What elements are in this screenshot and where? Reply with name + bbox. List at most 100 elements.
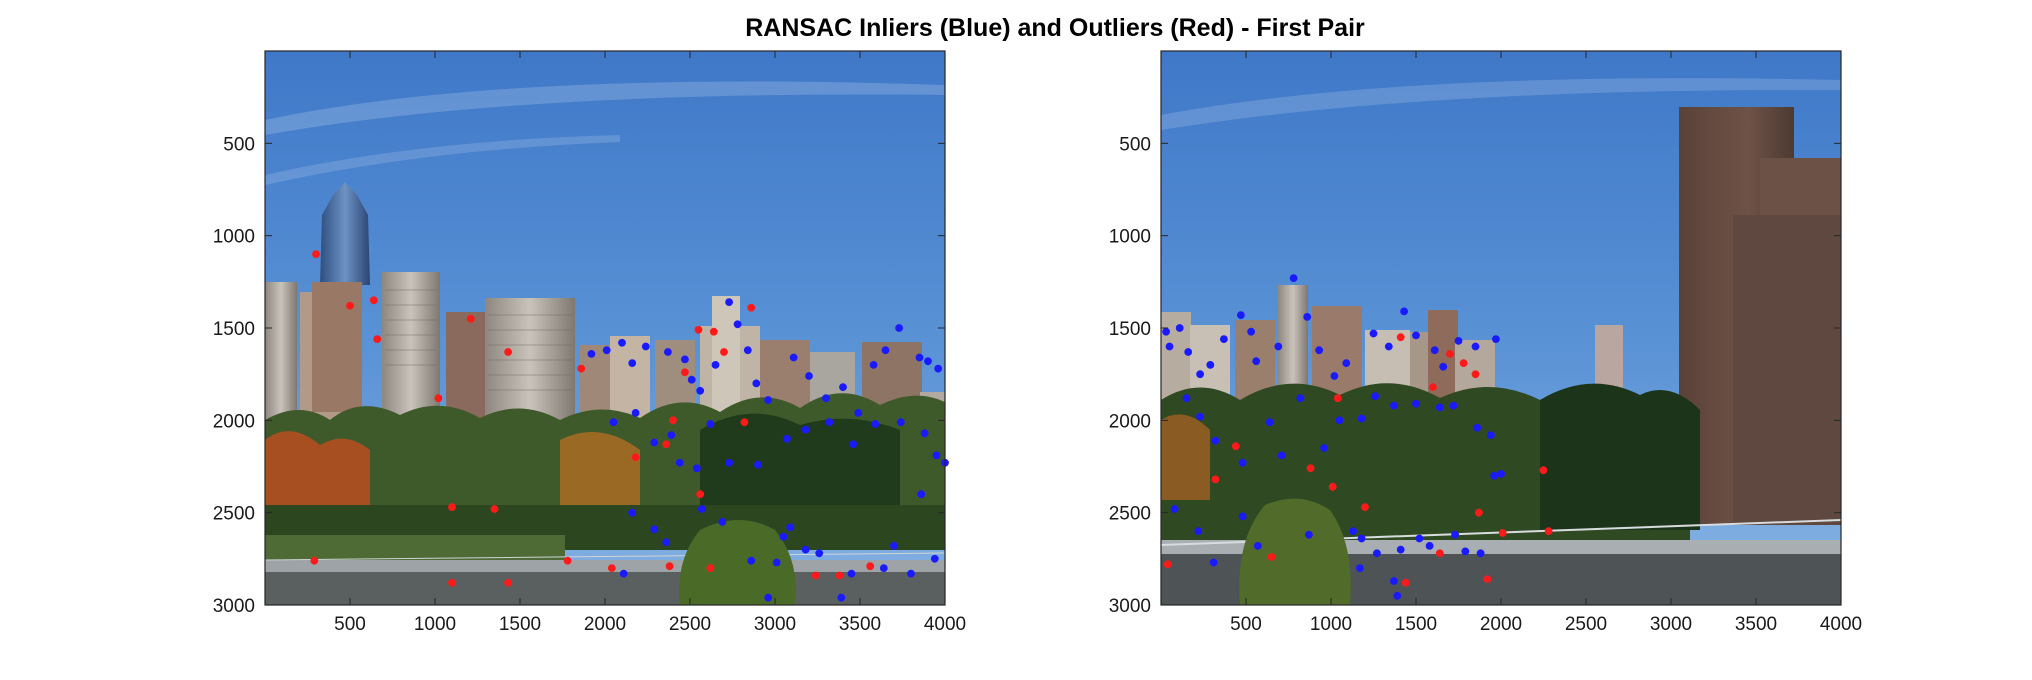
- left-inlier-point: [805, 372, 813, 380]
- left-inlier-point: [847, 569, 856, 578]
- right-inlier-point: [1486, 431, 1495, 439]
- left-xtick-label: 2500: [669, 614, 711, 635]
- right-inlier-point: [1315, 346, 1323, 355]
- figure-title: RANSAC Inliers (Blue) and Outliers (Red)…: [745, 14, 1365, 42]
- left-inlier-point: [618, 338, 626, 347]
- right-xtick-label: 500: [1230, 614, 1262, 635]
- right-inlier-point: [1390, 401, 1398, 410]
- right-ytick-label: 500: [1119, 134, 1151, 155]
- left-photo: [265, 51, 945, 605]
- left-inlier-point: [772, 558, 781, 567]
- left-inlier-point: [934, 364, 943, 373]
- left-inlier-point: [587, 349, 596, 358]
- right-inlier-point: [1196, 370, 1204, 379]
- right-xtick-label: 2000: [1480, 614, 1522, 635]
- left-ytick-label: 2000: [213, 411, 255, 432]
- left-outlier-point: [665, 562, 674, 571]
- right-outlier-point: [1483, 575, 1492, 583]
- left-outlier-point: [466, 314, 475, 323]
- right-inlier-point: [1196, 412, 1204, 421]
- left-outlier-point: [866, 562, 875, 571]
- left-xtick-label: 2000: [584, 614, 626, 635]
- left-ytick-label: 3000: [213, 596, 255, 617]
- left-inlier-point: [725, 298, 733, 306]
- right-inlier-point: [1435, 403, 1444, 412]
- right-outlier-point: [1435, 549, 1444, 558]
- left-inlier-point: [854, 408, 863, 417]
- right-inlier-point: [1209, 558, 1218, 567]
- right-inlier-point: [1369, 329, 1378, 338]
- left-inlier-point: [896, 418, 905, 427]
- left-outlier-point: [696, 490, 705, 499]
- right-inlier-point: [1330, 372, 1339, 380]
- left-outlier-point: [369, 296, 378, 305]
- right-inlier-point: [1390, 577, 1398, 585]
- right-outlier-point: [1401, 578, 1410, 587]
- right-xtick-label: 3000: [1650, 614, 1692, 635]
- left-inlier-point: [747, 556, 756, 565]
- left-inlier-point: [706, 420, 715, 428]
- left-inlier-point: [698, 505, 706, 513]
- left-outlier-point: [709, 327, 718, 336]
- right-inlier-point: [1357, 414, 1366, 423]
- right-inlier-point: [1238, 458, 1247, 467]
- left-inlier-point: [675, 458, 684, 467]
- left-ytick-label: 500: [223, 134, 255, 155]
- left-outlier-point: [694, 325, 703, 334]
- left-inlier-point: [754, 460, 762, 469]
- right-ytick-label: 2500: [1109, 504, 1151, 525]
- left-inlier-point: [764, 593, 773, 602]
- left-xtick-label: 1000: [414, 614, 456, 635]
- right-inlier-point: [1182, 394, 1191, 403]
- right-plot-markers: [1162, 274, 1553, 600]
- right-outlier-point: [1361, 503, 1369, 511]
- left-outlier-point: [310, 556, 319, 565]
- left-outlier-point: [504, 348, 512, 356]
- right-inlier-point: [1471, 342, 1480, 351]
- right-inlier-point: [1373, 549, 1381, 558]
- left-outlier-point: [706, 564, 715, 572]
- right-outlier-point: [1539, 466, 1548, 475]
- left-inlier-point: [825, 418, 834, 427]
- right-inlier-point: [1252, 357, 1261, 366]
- left-inlier-point: [609, 418, 618, 427]
- right-inlier-point: [1274, 342, 1283, 351]
- left-inlier-point: [619, 569, 628, 578]
- right-inlier-point: [1412, 399, 1420, 408]
- right-inlier-point: [1439, 362, 1448, 371]
- right-outlier-point: [1306, 464, 1315, 473]
- right-inlier-point: [1415, 534, 1424, 543]
- left-xtick-label: 500: [334, 614, 366, 635]
- left-inlier-point: [631, 408, 640, 417]
- right-outlier-point: [1333, 394, 1342, 403]
- right-ytick-label: 2000: [1109, 411, 1151, 432]
- left-inlier-point: [837, 593, 846, 602]
- left-xtick-label: 3000: [754, 614, 796, 635]
- right-inlier-point: [1430, 346, 1439, 355]
- right-inlier-point: [1490, 471, 1499, 480]
- left-inlier-point: [924, 357, 932, 366]
- right-inlier-point: [1220, 335, 1228, 343]
- left-inlier-point: [650, 525, 659, 534]
- left-outlier-point: [577, 364, 586, 373]
- left-inlier-point: [871, 420, 880, 428]
- left-inlier-point: [801, 545, 810, 554]
- left-inlier-point: [907, 569, 915, 578]
- left-inlier-point: [718, 518, 727, 526]
- right-outlier-point: [1471, 370, 1480, 379]
- right-photo: [1161, 51, 1841, 605]
- left-ytick-label: 1000: [213, 227, 255, 248]
- right-outlier-point: [1396, 333, 1405, 342]
- left-outlier-point: [740, 418, 749, 427]
- left-inlier-point: [602, 346, 611, 355]
- right-inlier-point: [1320, 444, 1329, 452]
- right-inlier-point: [1165, 342, 1174, 351]
- right-inlier-point: [1356, 564, 1364, 572]
- left-outlier-point: [312, 250, 320, 258]
- right-inlier-point: [1473, 423, 1482, 432]
- left-inlier-point: [650, 438, 659, 447]
- right-xtick-label: 1000: [1310, 614, 1352, 635]
- right-outlier-point: [1544, 527, 1553, 535]
- left-xtick-label: 3500: [839, 614, 881, 635]
